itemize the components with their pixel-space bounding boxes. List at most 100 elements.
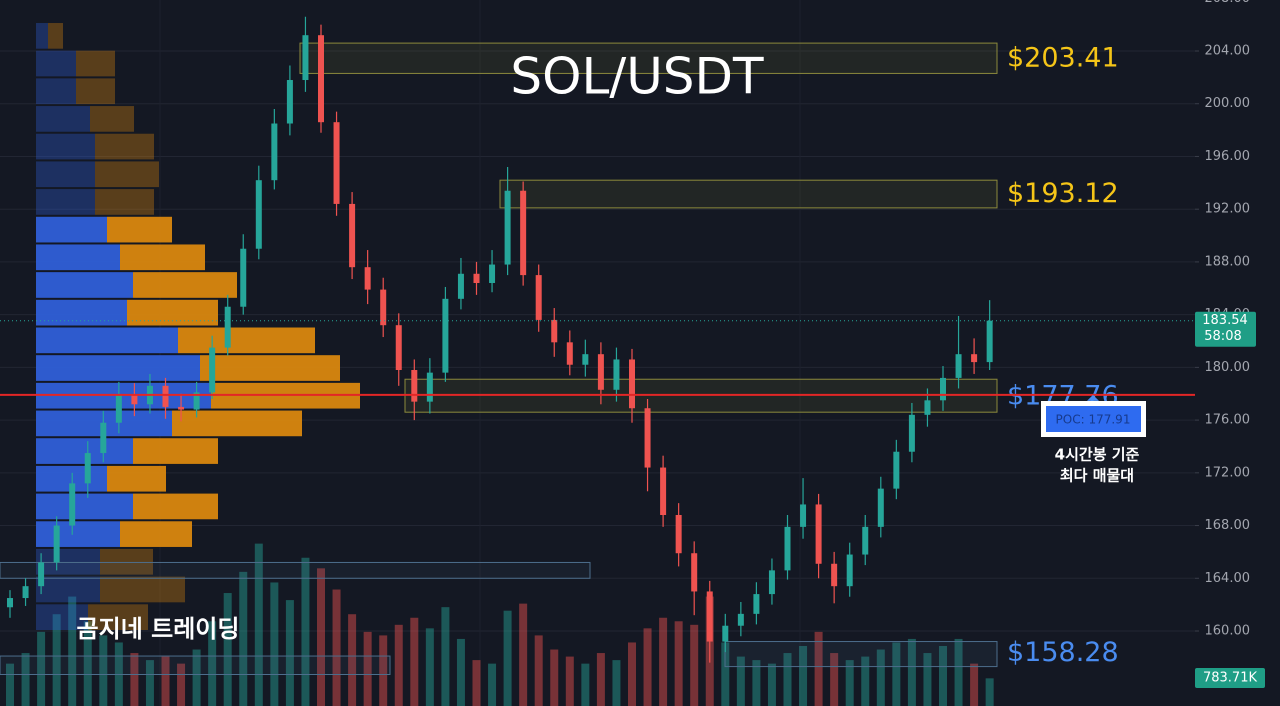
volume-bar: [923, 653, 932, 706]
poc-badge: [1046, 406, 1141, 432]
candle-body: [318, 35, 324, 123]
candle-body: [53, 525, 60, 563]
volume-bar: [845, 660, 854, 706]
candle-body: [660, 467, 667, 516]
y-tick-label: 208.00: [1205, 0, 1251, 6]
candle-body: [582, 354, 589, 365]
candle-body: [535, 275, 542, 320]
profile-buy: [36, 78, 76, 105]
profile-sell: [76, 50, 115, 77]
profile-buy: [36, 299, 127, 326]
candle-body: [955, 354, 962, 378]
profile-sell: [127, 299, 218, 326]
chart-title: SOL/USDT: [510, 48, 764, 106]
volume-bar: [674, 621, 683, 706]
candle-body: [613, 359, 620, 390]
last-price-tag: [1195, 311, 1256, 347]
candle-body: [100, 422, 107, 454]
zone-box: [0, 655, 391, 675]
level-box: [724, 641, 998, 668]
volume-bar: [488, 663, 497, 706]
volume-bar: [550, 649, 559, 706]
candle-body: [302, 35, 309, 81]
candle-body: [224, 306, 231, 348]
volume-bar: [907, 638, 916, 706]
volume-bar: [130, 653, 139, 706]
profile-buy: [36, 521, 120, 547]
profile-sell: [90, 106, 134, 132]
volume-bar: [37, 631, 46, 706]
candle-body: [924, 400, 931, 415]
volume-bar: [21, 653, 30, 706]
candle-body: [986, 320, 993, 363]
candle-body: [831, 563, 838, 587]
candle-body: [380, 289, 387, 326]
profile-sell: [120, 244, 205, 271]
candle-body: [722, 625, 729, 642]
candle-body: [333, 122, 340, 204]
volume-bar: [192, 649, 201, 706]
volume-bar: [519, 603, 528, 706]
profile-buy: [36, 23, 48, 49]
candle-body: [178, 406, 185, 410]
volume-bar: [612, 660, 621, 706]
y-tick-label: 204.00: [1205, 44, 1251, 59]
volume-bar: [534, 635, 543, 706]
volume-bar: [939, 645, 947, 706]
candle-body: [193, 392, 200, 410]
profile-buy: [36, 161, 95, 188]
volume-bar: [830, 653, 839, 706]
volume-bar: [721, 642, 730, 706]
candle-body: [457, 273, 464, 299]
y-tick-label: 176.00: [1205, 413, 1251, 428]
volume-bar: [52, 614, 61, 706]
candle-body: [489, 264, 496, 284]
volume-bars: [6, 543, 994, 706]
profile-sell: [107, 465, 166, 492]
profile-sell: [95, 133, 154, 160]
volume-bar: [410, 617, 419, 706]
volume-bar: [145, 660, 154, 706]
volume-tag-label: 783.71K: [1203, 671, 1257, 686]
volume-bar: [394, 624, 403, 706]
profile-buy: [36, 548, 100, 575]
candle-body: [473, 273, 480, 284]
volume-bar: [68, 596, 77, 706]
candle-body: [209, 347, 216, 393]
volume-bar: [177, 663, 186, 706]
candle-body: [597, 354, 604, 390]
y-tick-label: 192.00: [1205, 202, 1251, 217]
candle-body: [784, 526, 791, 571]
volume-bar: [223, 593, 232, 706]
y-tick-label: 168.00: [1205, 518, 1251, 533]
y-tick-label: 164.00: [1205, 571, 1251, 586]
volume-bar: [456, 638, 465, 706]
volume-tag: [1195, 668, 1265, 688]
candle-body: [240, 248, 247, 307]
profile-buy: [36, 438, 133, 464]
volume-bar: [83, 621, 92, 706]
volume-bar: [332, 589, 341, 706]
volume-bar: [239, 571, 248, 706]
level-label: $203.41: [1007, 42, 1119, 73]
profile-sell: [172, 410, 302, 437]
candle-body: [411, 370, 418, 402]
volume-bar: [161, 656, 170, 706]
candle-body: [800, 504, 807, 527]
candle-body: [971, 354, 978, 363]
y-tick-label: 188.00: [1205, 254, 1251, 269]
profile-sell: [95, 161, 159, 188]
volume-bar: [441, 607, 450, 706]
annotation: 4시간봉 기준: [1055, 446, 1140, 464]
candle-body: [815, 504, 822, 564]
candle-body: [908, 414, 915, 452]
candle-body: [753, 594, 760, 614]
volume-bar: [814, 631, 823, 706]
candle-body: [349, 203, 356, 268]
volume-bar: [425, 628, 434, 706]
candle-body: [877, 488, 884, 527]
volume-bar: [985, 678, 994, 706]
candle-body: [768, 570, 775, 595]
